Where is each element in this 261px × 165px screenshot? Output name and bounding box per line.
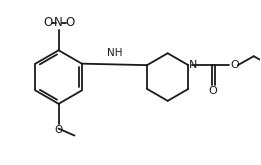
Text: O: O xyxy=(230,60,239,70)
Text: O: O xyxy=(55,125,63,135)
Text: O: O xyxy=(43,16,52,29)
Text: N: N xyxy=(189,60,198,70)
Text: N: N xyxy=(54,16,63,29)
Text: O: O xyxy=(65,16,74,29)
Text: O: O xyxy=(209,86,217,96)
Text: NH: NH xyxy=(107,49,122,58)
